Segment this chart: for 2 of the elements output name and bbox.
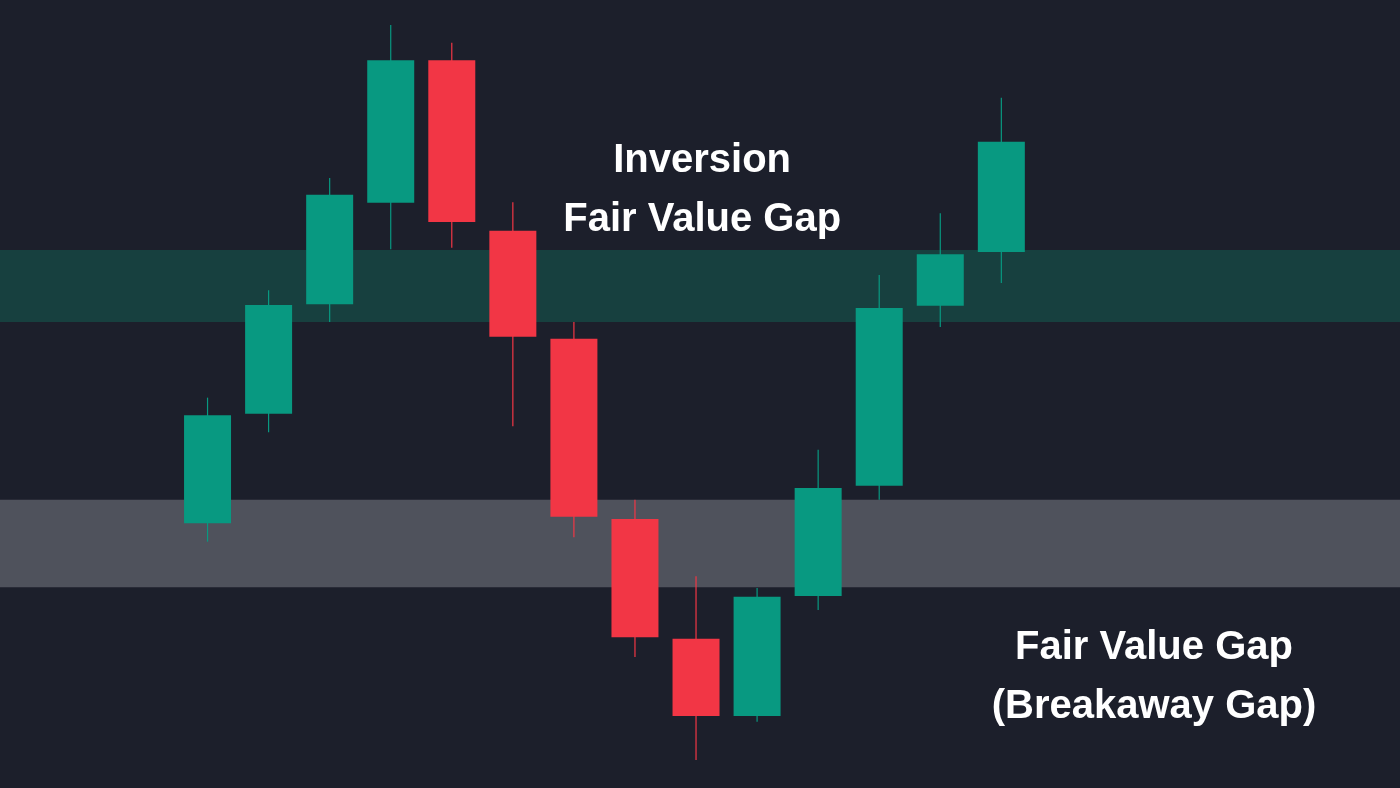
band-label: Fair Value Gap (Breakaway Gap) — [991, 623, 1317, 727]
band-label: Inversion Fair Value Gap — [563, 135, 842, 239]
